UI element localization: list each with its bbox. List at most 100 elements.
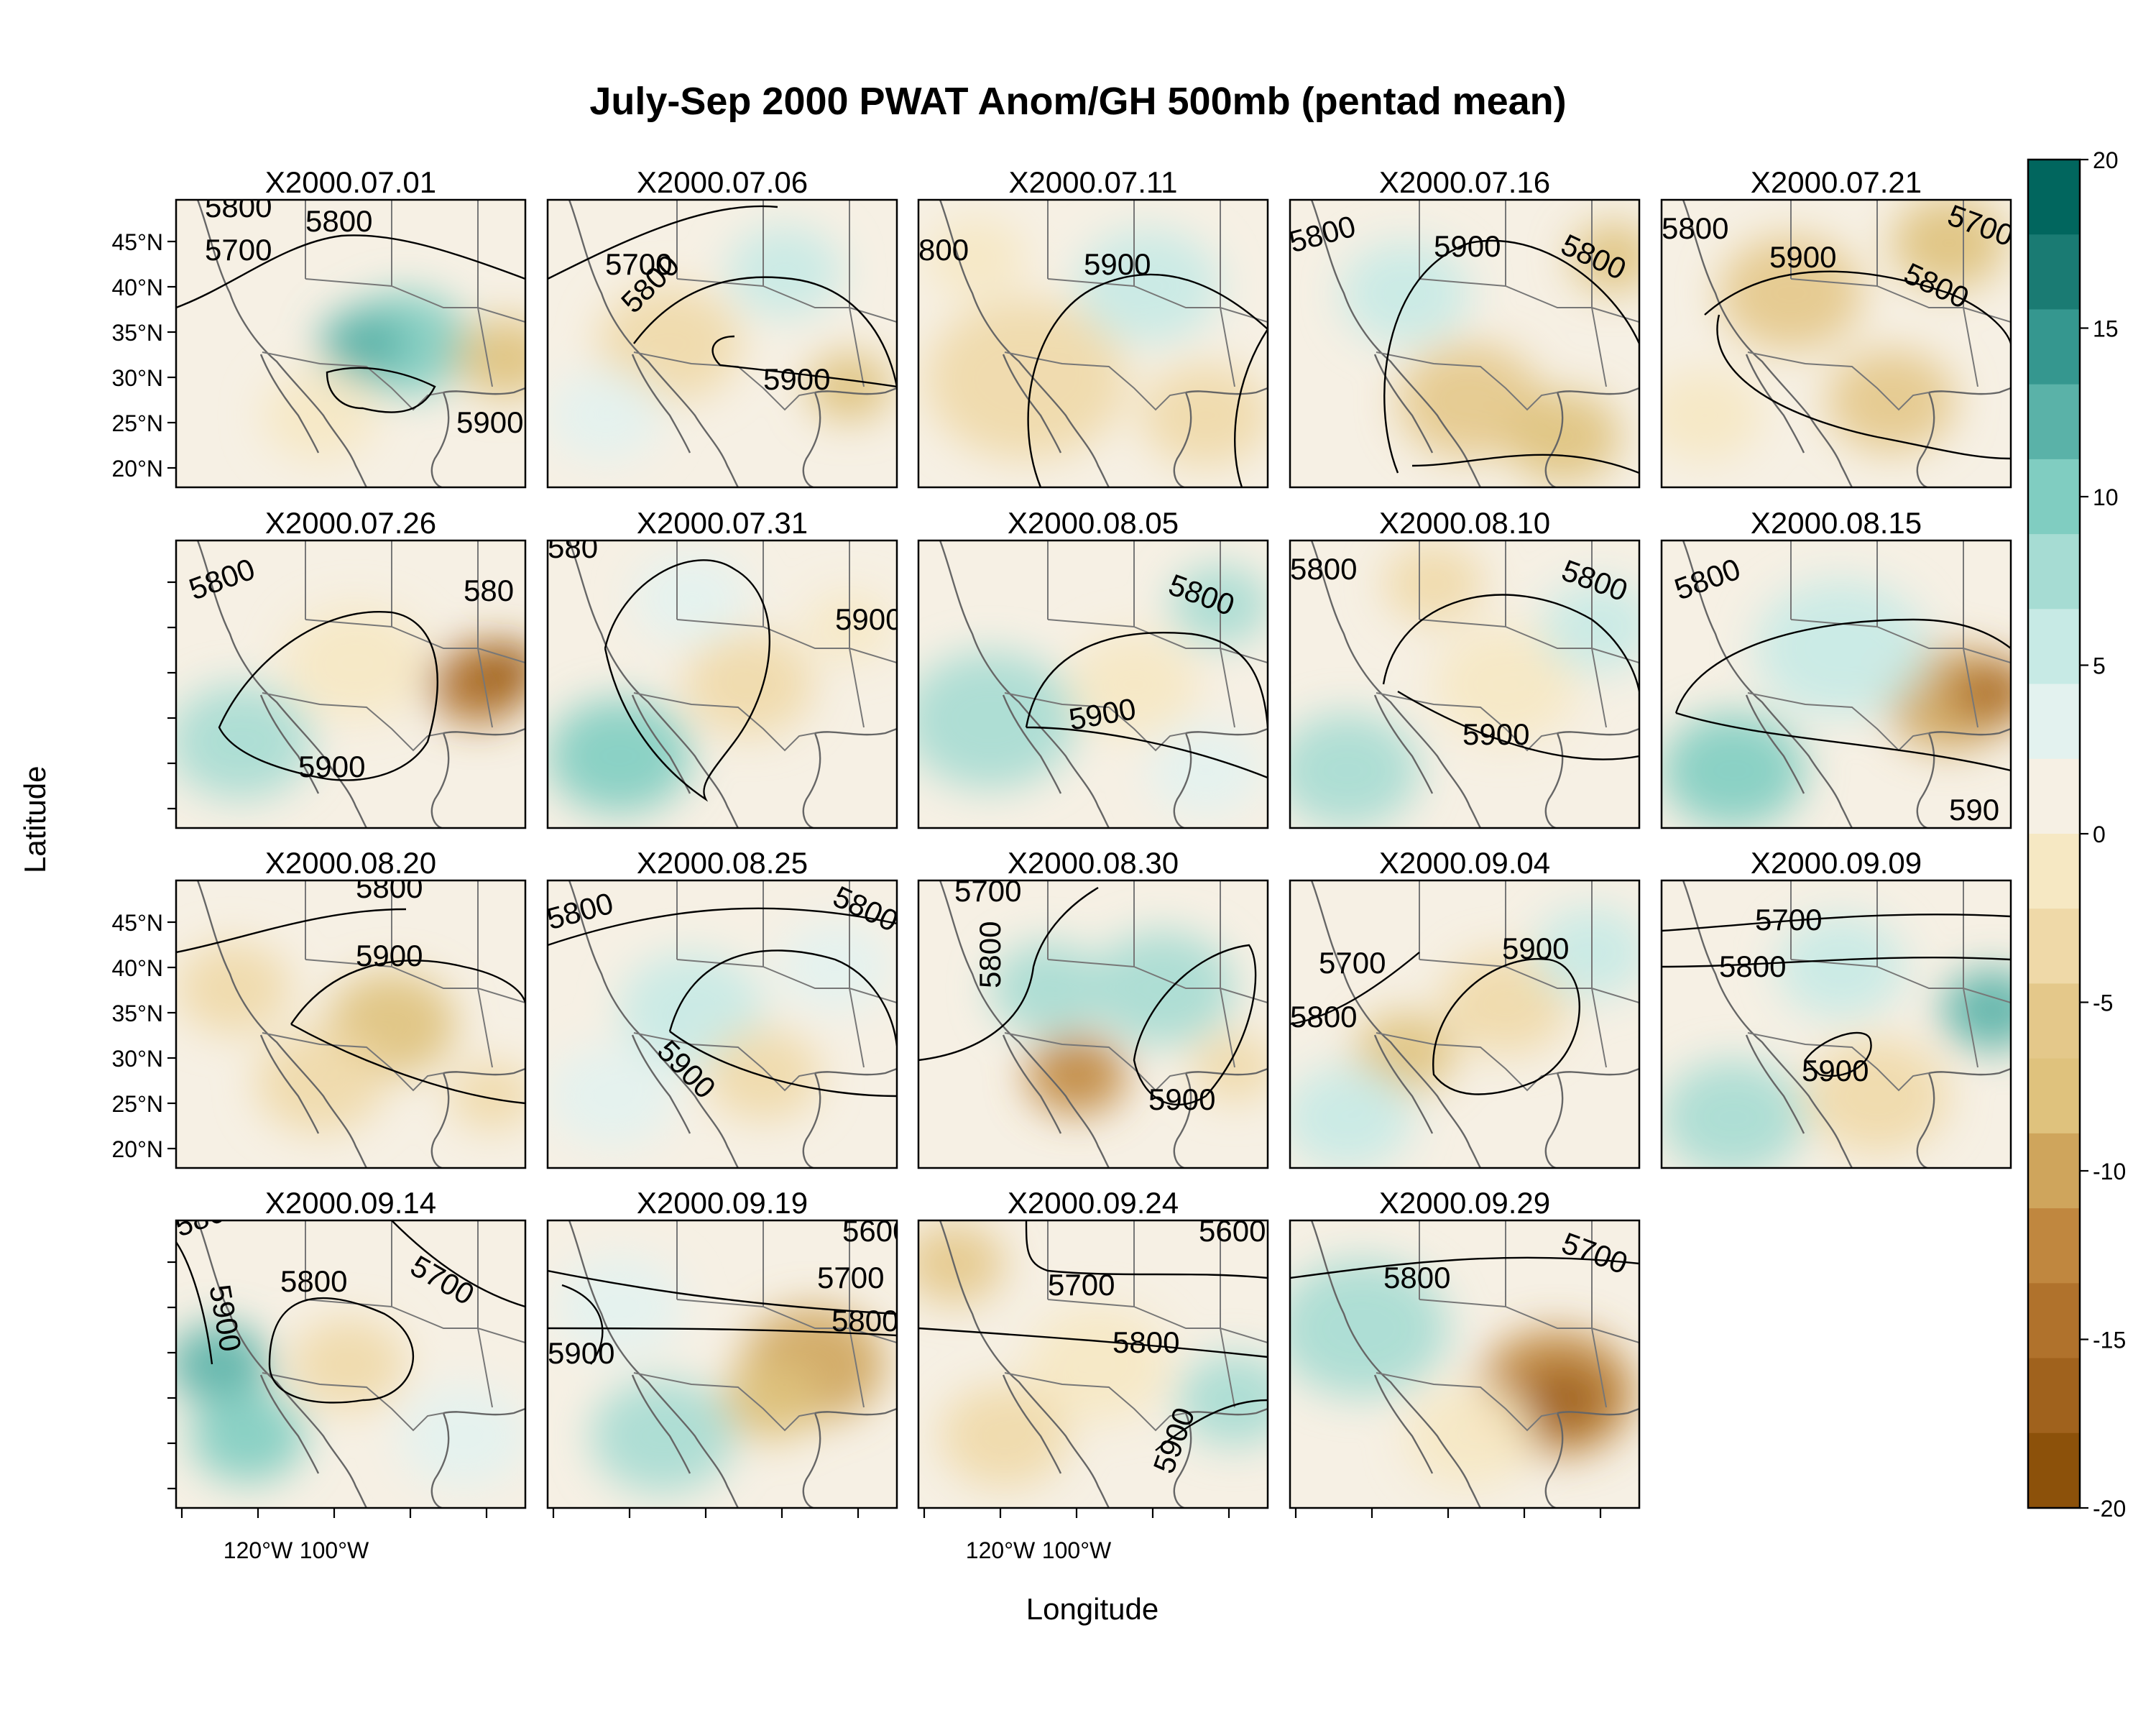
anomaly-blob: [1441, 951, 1570, 1054]
coastline: [1682, 880, 2011, 1168]
anomaly-blob: [778, 921, 893, 1013]
panel-frame: [546, 879, 898, 1169]
anomaly-field: [1290, 1259, 1635, 1488]
colorbar-tick-label: -20: [2093, 1496, 2126, 1522]
anomaly-blob: [291, 1318, 406, 1410]
colorbar-swatch: [2028, 1432, 2080, 1509]
anomaly-blob: [1827, 349, 1956, 453]
panel-title: X2000.07.16: [1379, 165, 1550, 199]
contour-label: 5900: [763, 362, 830, 396]
coastline: [568, 200, 897, 487]
lat-tick-label: 30°N: [112, 1046, 164, 1072]
lat-tick-label: 35°N: [112, 320, 164, 346]
panel-map: 5700 5800 5900: [918, 874, 1268, 1168]
anomaly-field: [1662, 579, 2011, 828]
colorbar-swatch: [2028, 1208, 2080, 1284]
anomaly-blob: [1570, 223, 1639, 292]
anomaly-blob: [1340, 242, 1470, 345]
anomaly-blob: [1398, 344, 1542, 459]
anomaly-blob: [706, 1029, 821, 1121]
anomaly-blob: [176, 1324, 270, 1404]
panel: 5700 5900 5800 X2000.09.04: [1289, 846, 1641, 1169]
anomaly-field: [548, 552, 893, 814]
gh-contour: [1027, 273, 1268, 487]
coastline: [939, 200, 1268, 487]
borders: [1376, 1220, 1639, 1432]
contour-label: 5900: [456, 405, 523, 439]
panel-frame: [1289, 1219, 1641, 1509]
borders: [1004, 1220, 1268, 1432]
colorbar-swatch: [2028, 908, 2080, 985]
anomaly-field: [918, 565, 1268, 816]
panel-title: X2000.08.15: [1751, 506, 1922, 540]
gh-contour: [604, 559, 770, 802]
anomaly-blob: [1069, 632, 1199, 736]
colorbar-swatch: [2028, 1283, 2080, 1359]
colorbar-swatch: [2028, 1358, 2080, 1434]
borders: [262, 200, 525, 411]
coastline: [939, 880, 1268, 1168]
anomaly-blob: [1534, 906, 1639, 998]
borders: [1747, 540, 2011, 752]
anomaly-blob: [1141, 364, 1268, 467]
panel-title: X2000.07.21: [1751, 165, 1922, 199]
anomaly-blob: [1290, 1259, 1448, 1397]
contour-label: 5800: [1290, 1000, 1357, 1034]
panel-frame: [1289, 198, 1641, 489]
anomaly-blob: [990, 942, 1105, 1034]
anomaly-blob: [190, 1390, 305, 1482]
contour-label: 5700: [954, 874, 1021, 908]
anomaly-blob: [1026, 1307, 1170, 1422]
panel: 5600 5700 5800 5900 X2000.09.19: [546, 1186, 909, 1509]
colorbar: 20 15 10 5 0 -5 -10 -15 -20: [2027, 147, 2126, 1522]
contour-label: 5900: [1769, 240, 1836, 274]
anomaly-field: [548, 226, 893, 461]
panels: 5800570058005900X2000.07.01570058005900X…: [175, 165, 2012, 1509]
anomaly-blob: [727, 226, 842, 318]
contour-label: 5900: [1148, 1082, 1215, 1116]
contour-label: 5800: [356, 870, 423, 904]
panel: 800 5900 X2000.07.11: [917, 165, 1269, 489]
lon-tick-label: 120°W: [966, 1537, 1036, 1563]
anomaly-blob: [1892, 200, 2007, 289]
anomaly-blob: [1290, 713, 1419, 828]
panel-frame: [917, 1219, 1269, 1509]
contour-label: 5900: [356, 939, 423, 972]
gh-contour: [218, 610, 438, 781]
panel-title: X2000.08.20: [265, 846, 436, 880]
borders: [633, 1220, 897, 1432]
anomaly-blob: [806, 352, 893, 421]
borders: [1376, 540, 1639, 752]
panel-title: X2000.07.06: [637, 165, 808, 199]
contour-label: 5600: [842, 1214, 909, 1248]
anomaly-blob: [1542, 581, 1639, 673]
contour-label: 5700: [1319, 946, 1386, 980]
anomaly-blob: [926, 217, 1026, 298]
lat-tick-label: 30°N: [112, 365, 164, 391]
anomaly-blob: [619, 952, 763, 1067]
anomaly-blob: [1026, 1034, 1127, 1115]
anomaly-blob: [1949, 657, 2011, 726]
coastline: [196, 1220, 525, 1508]
panel-map: 580 5900: [548, 540, 902, 828]
panel-map: 5800 5700 5800 5900: [176, 200, 525, 487]
contour-label: 5900: [835, 602, 902, 636]
contour-label: 580: [464, 574, 514, 607]
coastline: [1682, 540, 2011, 828]
anomaly-blob: [548, 369, 663, 461]
coastline: [196, 200, 525, 487]
anomaly-blob: [555, 1255, 684, 1358]
anomaly-field: [926, 217, 1268, 467]
axes: 45°N 40°N 35°N 30°N 25°N 20°N 45°N 40°N 35°N 30°N…: [112, 229, 1602, 1563]
gh-contour: [548, 1269, 897, 1365]
panel: 5700 5800 5900 X2000.08.30: [917, 846, 1269, 1169]
colorbar-tick-label: -15: [2093, 1328, 2126, 1353]
coastline: [1682, 200, 2011, 487]
